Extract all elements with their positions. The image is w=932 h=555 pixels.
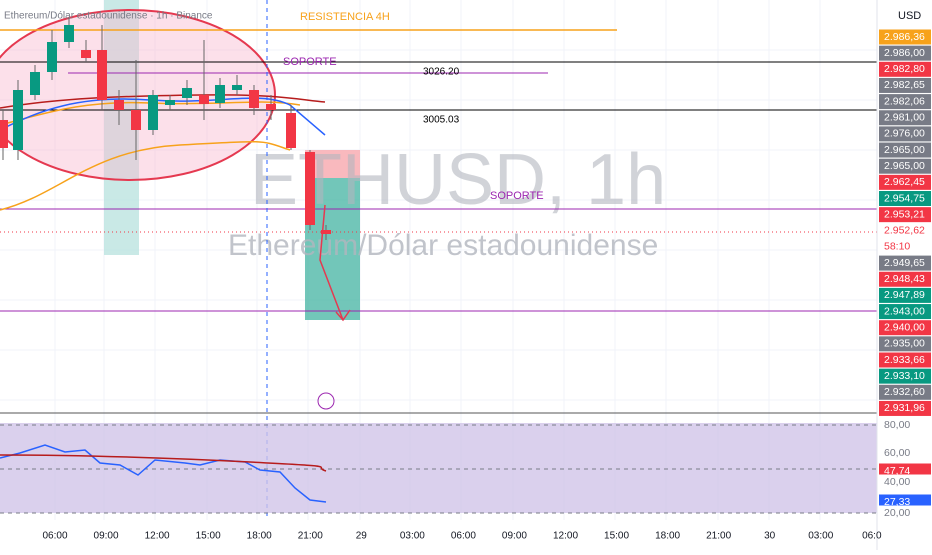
price-badge: [879, 191, 931, 206]
price-label: 27,33: [884, 496, 910, 508]
price-label: 2.982,80: [884, 63, 925, 75]
price-badge: [879, 336, 931, 352]
time-label: 21:00: [706, 531, 731, 542]
level-label: 3005.03: [423, 115, 460, 126]
price-badge: [879, 287, 931, 303]
price-badge: [879, 255, 931, 271]
price-badge: [879, 445, 931, 461]
arrow: [319, 204, 351, 322]
price-badge: [879, 384, 931, 400]
price-label: 2.948,43: [884, 273, 925, 285]
price-badge: [879, 400, 931, 416]
time-label: 06:0: [862, 531, 882, 542]
rsi-levels: [0, 424, 877, 514]
price-badge: [879, 126, 931, 142]
price-badge: [879, 77, 931, 93]
axis-labels: 2.986,36 2.986,00 2.982,80 2.982,65 2.982,06…: [42, 29, 931, 542]
highlight-ellipse: [0, 9, 276, 181]
price-label: 2.953,21: [884, 208, 925, 220]
time-label: 12:00: [553, 531, 578, 542]
price-label: 2.932,60: [884, 386, 925, 398]
time-label: 15:00: [604, 531, 629, 542]
rsi-line: [0, 444, 327, 503]
price-label: 2.982,06: [884, 95, 925, 107]
support-label: SOPORTE: [490, 190, 544, 202]
price-label: 2.943,00: [884, 305, 925, 317]
time-label: 09:00: [94, 531, 119, 542]
price-badge: [879, 174, 931, 190]
time-label: 15:00: [196, 531, 221, 542]
price-label: 2.986,00: [884, 47, 925, 59]
price-label: 2.931,96: [884, 402, 925, 414]
price-badge: [879, 417, 931, 433]
time-label: 03:00: [400, 531, 425, 542]
rsi-band: [0, 423, 877, 513]
event-icon: [317, 392, 335, 410]
header-title: Ethereum/Dólar estadounidense · 1h · Bin…: [4, 11, 213, 22]
price-label: 2.982,65: [884, 79, 925, 91]
price-label: 80,00: [884, 419, 910, 431]
price-badge: [879, 29, 931, 45]
ma-slow: [0, 140, 291, 211]
price-badge: [879, 271, 931, 287]
time-label: 30: [764, 531, 776, 542]
price-badge: [879, 110, 931, 126]
price-label: 2.940,00: [884, 321, 925, 333]
price-label: 2.981,00: [884, 112, 925, 124]
price-label: 20,00: [884, 507, 910, 519]
price-badge: [879, 239, 931, 255]
price-badge: [879, 320, 931, 336]
price-label: 2.933,66: [884, 354, 925, 366]
rsi-ma: [0, 454, 327, 472]
price-label: 2.933,10: [884, 370, 925, 382]
candles: [0, 18, 331, 240]
price-label: 2.947,89: [884, 289, 925, 301]
ma-red: [0, 94, 326, 109]
support-label: SOPORTE: [283, 56, 337, 68]
price-label: 2.986,36: [884, 31, 925, 43]
price-badge: [879, 505, 931, 521]
watermark-name: Ethereum/Dólar estadounidense: [228, 229, 658, 262]
price-badge: [879, 304, 931, 320]
price-label: 2.935,00: [884, 338, 925, 350]
price-badge: [879, 368, 931, 384]
watermark-symbol: ETHUSD, 1h: [250, 140, 666, 220]
time-label: 03:00: [808, 531, 833, 542]
price-badge: [879, 223, 931, 239]
price-badge: [879, 207, 931, 223]
price-badge: [879, 61, 931, 77]
price-badge: [879, 474, 931, 490]
price-badge: [879, 352, 931, 368]
time-label: 06:00: [451, 531, 476, 542]
time-label: 21:00: [298, 531, 323, 542]
price-label: 58:10: [884, 241, 910, 253]
time-label: 06:00: [42, 531, 67, 542]
time-label: 18:00: [655, 531, 680, 542]
level-label: 3026.20: [423, 67, 460, 78]
price-badge: [879, 158, 931, 174]
resistance-label: RESISTENCIA 4H: [300, 11, 390, 23]
price-label: 47,74: [884, 465, 910, 477]
price-badge: [879, 94, 931, 110]
price-badge: [879, 45, 931, 61]
time-label: 18:00: [247, 531, 272, 542]
price-label: 2.962,45: [884, 176, 925, 188]
time-label: 09:00: [502, 531, 527, 542]
price-label: 2.965,00: [884, 144, 925, 156]
price-label: 60,00: [884, 447, 910, 459]
price-badge: [879, 142, 931, 158]
time-label: 12:00: [145, 531, 170, 542]
price-label: 2.952,62: [884, 225, 925, 237]
price-label: 2.976,00: [884, 128, 925, 140]
currency[interactable]: USD: [898, 10, 921, 22]
price-label: 2.965,00: [884, 160, 925, 172]
price-label: 2.949,65: [884, 257, 925, 269]
price-label: 40,00: [884, 476, 910, 488]
price-label: 2.954,75: [884, 192, 925, 204]
time-label: 29: [356, 531, 368, 542]
